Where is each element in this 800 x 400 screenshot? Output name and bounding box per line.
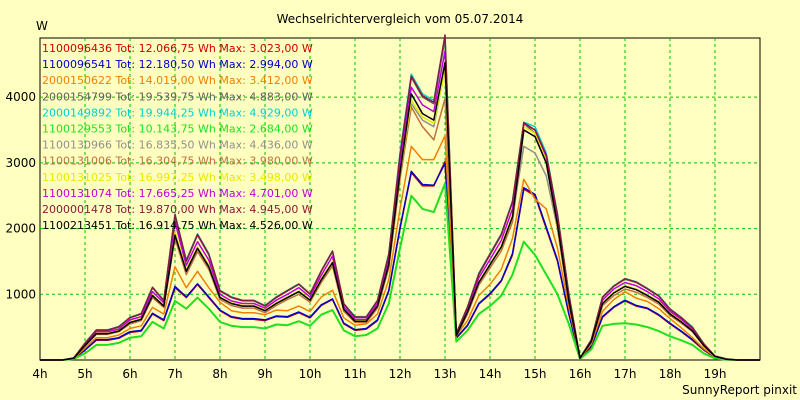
series-layer bbox=[40, 34, 760, 361]
legend-entry-1100129553: 1100129553 Tot: 10.143,75 Wh Max: 2.684,… bbox=[42, 123, 313, 136]
x-tick-label: 16h bbox=[569, 367, 592, 381]
legend-entry-1100131025: 1100131025 Tot: 16.997,25 Wh Max: 3.498,… bbox=[42, 171, 313, 184]
legend-entry-1100130966: 1100130966 Tot: 16.835,50 Wh Max: 4.436,… bbox=[42, 139, 313, 152]
x-tick-label: 11h bbox=[344, 367, 367, 381]
series-line-2000150622 bbox=[40, 135, 760, 361]
legend-entry-1100213451: 1100213451 Tot: 16.914,75 Wh Max: 4.526,… bbox=[42, 219, 313, 232]
x-tick-label: 6h bbox=[122, 367, 137, 381]
x-tick-label: 12h bbox=[389, 367, 412, 381]
legend-entry-2000154799: 2000154799 Tot: 19.539,75 Wh Max: 4.883,… bbox=[42, 90, 313, 103]
x-tick-label: 8h bbox=[212, 367, 227, 381]
series-line-1100129553 bbox=[40, 182, 760, 361]
axis-layer: 4h 5h 6h 7h 8h 9h 10h 11h 12h 13h 14h 15h 16h 17h 18h 1… bbox=[5, 90, 726, 381]
legend-entry-2000149892: 2000149892 Tot: 19.944,25 Wh Max: 4.929,… bbox=[42, 106, 313, 119]
legend: 1100096436 Tot: 12.066,75 Wh Max: 3.023,… bbox=[42, 42, 313, 232]
y-axis-unit: W bbox=[36, 19, 48, 33]
y-tick-label: 1000 bbox=[5, 287, 36, 301]
legend-entry-1100096436: 1100096436 Tot: 12.066,75 Wh Max: 3.023,… bbox=[42, 42, 313, 55]
series-line-1100131074 bbox=[40, 50, 760, 361]
x-tick-label: 9h bbox=[257, 367, 272, 381]
y-tick-label: 3000 bbox=[5, 156, 36, 170]
x-tick-label: 7h bbox=[167, 367, 182, 381]
x-tick-label: 19h bbox=[704, 367, 727, 381]
footer-credit: SunnyReport pinxit bbox=[682, 383, 797, 397]
x-tick-label: 5h bbox=[77, 367, 92, 381]
legend-entry-2000001478: 2000001478 Tot: 19.870,00 Wh Max: 4.945,… bbox=[42, 203, 313, 216]
x-tick-label: 18h bbox=[659, 367, 682, 381]
x-tick-label: 17h bbox=[614, 367, 637, 381]
series-line-1100131006 bbox=[40, 97, 760, 361]
series-line-2000001478 bbox=[40, 34, 760, 361]
x-tick-label: 14h bbox=[479, 367, 502, 381]
x-tick-label: 15h bbox=[524, 367, 547, 381]
legend-entry-1100096541: 1100096541 Tot: 12.180,50 Wh Max: 2.994,… bbox=[42, 58, 313, 71]
y-tick-label: 4000 bbox=[5, 90, 36, 104]
y-tick-label: 2000 bbox=[5, 222, 36, 236]
x-tick-label: 13h bbox=[434, 367, 457, 381]
legend-entry-1100131074: 1100131074 Tot: 17.665,25 Wh Max: 4.701,… bbox=[42, 187, 313, 200]
series-line-1100096541 bbox=[40, 162, 760, 361]
legend-entry-2000150622: 2000150622 Tot: 14.019,00 Wh Max: 3.412,… bbox=[42, 74, 313, 87]
chart-title: Wechselrichtervergleich vom 05.07.2014 bbox=[277, 12, 524, 26]
x-tick-label: 10h bbox=[299, 367, 322, 381]
x-tick-label: 4h bbox=[32, 367, 47, 381]
legend-entry-1100131006: 1100131006 Tot: 16.304,75 Wh Max: 3.980,… bbox=[42, 155, 313, 168]
series-line-1100213451 bbox=[40, 61, 760, 361]
